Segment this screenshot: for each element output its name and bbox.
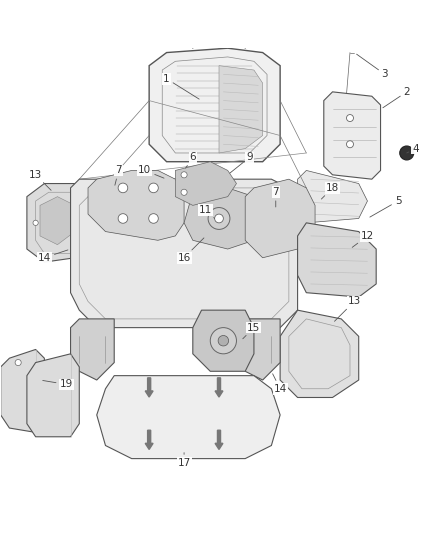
Polygon shape	[71, 319, 114, 380]
Polygon shape	[71, 179, 297, 328]
Text: 13: 13	[335, 296, 361, 321]
Text: 5: 5	[370, 196, 401, 217]
Circle shape	[15, 359, 21, 366]
Text: 18: 18	[321, 183, 339, 199]
Polygon shape	[280, 310, 359, 398]
Circle shape	[181, 189, 187, 195]
Text: 10: 10	[138, 165, 164, 178]
Text: 15: 15	[243, 322, 261, 339]
Polygon shape	[324, 92, 381, 179]
Polygon shape	[27, 354, 79, 437]
Circle shape	[218, 335, 229, 346]
Circle shape	[400, 146, 414, 160]
Text: 1: 1	[163, 74, 199, 99]
Polygon shape	[237, 319, 280, 380]
Circle shape	[210, 328, 237, 354]
Circle shape	[149, 214, 158, 223]
Polygon shape	[27, 183, 88, 262]
Text: 14: 14	[272, 374, 287, 394]
Polygon shape	[184, 188, 263, 249]
Circle shape	[244, 26, 249, 31]
Text: 16: 16	[177, 238, 204, 263]
Text: 17: 17	[177, 453, 191, 468]
Polygon shape	[97, 376, 280, 458]
Polygon shape	[193, 310, 254, 372]
FancyArrow shape	[215, 378, 223, 397]
Circle shape	[33, 220, 38, 225]
Text: 2: 2	[383, 87, 410, 108]
Polygon shape	[88, 171, 184, 240]
FancyArrow shape	[215, 430, 223, 449]
Circle shape	[346, 141, 353, 148]
Text: 13: 13	[29, 170, 51, 190]
Polygon shape	[245, 179, 315, 258]
Circle shape	[149, 183, 158, 193]
Text: 4: 4	[407, 143, 419, 154]
Text: 7: 7	[115, 165, 122, 185]
Text: 3: 3	[357, 54, 388, 79]
Text: 19: 19	[43, 379, 73, 390]
Text: 6: 6	[186, 152, 196, 168]
Polygon shape	[297, 171, 367, 223]
Circle shape	[191, 26, 197, 31]
Circle shape	[181, 172, 187, 178]
FancyArrow shape	[145, 378, 153, 397]
Polygon shape	[297, 223, 376, 297]
Polygon shape	[149, 48, 280, 161]
FancyArrow shape	[145, 430, 153, 449]
Circle shape	[118, 183, 128, 193]
Circle shape	[118, 214, 128, 223]
Text: 9: 9	[230, 152, 253, 173]
Polygon shape	[219, 66, 263, 153]
Text: 7: 7	[272, 187, 279, 207]
Circle shape	[346, 115, 353, 122]
Polygon shape	[1, 350, 44, 432]
Polygon shape	[40, 197, 75, 245]
Text: 12: 12	[352, 231, 374, 247]
Text: 11: 11	[199, 205, 215, 219]
Circle shape	[208, 207, 230, 229]
Polygon shape	[175, 161, 237, 205]
Text: 14: 14	[38, 250, 68, 263]
Circle shape	[218, 26, 223, 31]
Circle shape	[215, 214, 223, 223]
